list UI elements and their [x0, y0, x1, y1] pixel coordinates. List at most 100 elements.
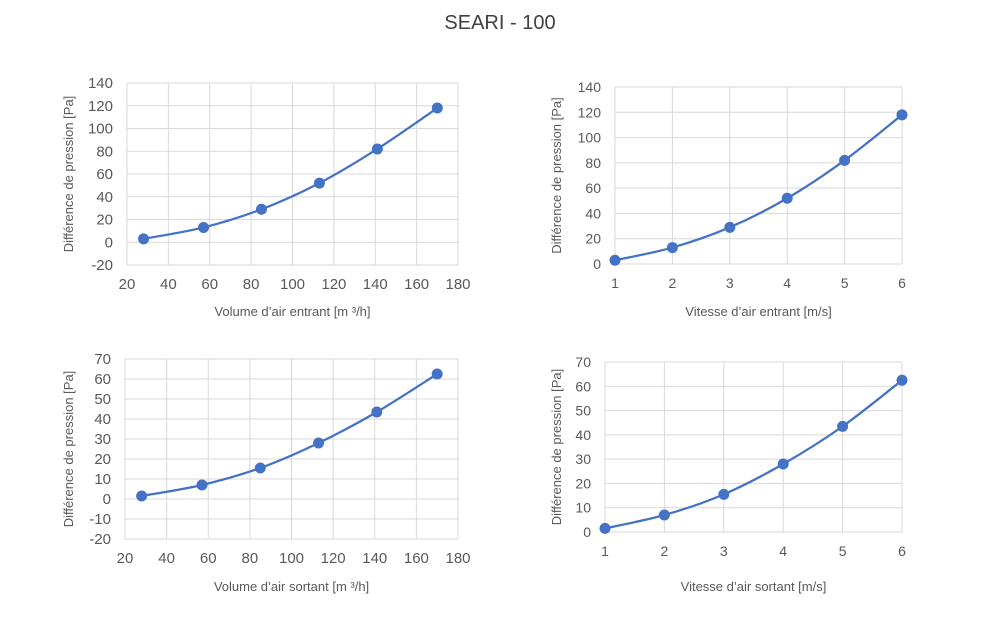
- x-tick-label: 180: [445, 276, 470, 293]
- x-axis-label: Vitesse d’air sortant [m/s]: [681, 579, 827, 594]
- y-tick-label: 0: [105, 234, 113, 251]
- x-tick-label: 60: [200, 550, 217, 567]
- data-point: [255, 203, 267, 215]
- x-tick-label: 1: [611, 275, 619, 291]
- x-axis-label: Volume d’air entrant [m ³/h]: [214, 304, 370, 319]
- y-tick-label: 50: [94, 391, 111, 408]
- data-point: [138, 233, 150, 245]
- x-tick-label: 160: [404, 276, 429, 293]
- data-point: [198, 221, 210, 233]
- data-point: [431, 368, 443, 380]
- data-point: [718, 488, 730, 500]
- y-tick-label: 80: [585, 155, 601, 171]
- y-tick-label: 50: [575, 403, 591, 419]
- x-tick-label: 140: [363, 276, 388, 293]
- y-tick-label: 60: [96, 166, 113, 183]
- x-tick-label: 20: [117, 550, 134, 567]
- x-tick-label: 5: [841, 275, 849, 291]
- x-tick-label: 120: [321, 550, 346, 567]
- y-axis-label: Différence de pression [Pa]: [61, 96, 76, 253]
- data-point: [136, 490, 148, 502]
- data-point: [599, 522, 611, 534]
- y-tick-label: 140: [88, 75, 113, 92]
- x-tick-label: 100: [279, 550, 304, 567]
- x-tick-label: 4: [779, 543, 787, 559]
- series-line: [141, 373, 438, 498]
- data-point: [896, 109, 908, 121]
- y-tick-label: 60: [94, 371, 111, 388]
- y-axis-label: Différence de pression [Pa]: [549, 97, 564, 254]
- y-tick-label: 40: [575, 427, 591, 443]
- x-tick-label: 180: [445, 550, 470, 567]
- x-tick-label: 120: [321, 276, 346, 293]
- data-point: [658, 509, 670, 521]
- y-tick-label: 40: [585, 205, 601, 221]
- data-point: [313, 177, 325, 189]
- y-tick-label: 20: [94, 451, 111, 468]
- x-tick-label: 6: [898, 543, 906, 559]
- y-axis-label: Différence de pression [Pa]: [549, 369, 564, 526]
- y-tick-label: 30: [94, 431, 111, 448]
- data-point: [313, 437, 325, 449]
- data-point: [371, 143, 383, 155]
- y-axis-label: Différence de pression [Pa]: [61, 371, 76, 528]
- y-tick-label: 120: [578, 104, 602, 120]
- x-tick-label: 1: [601, 543, 609, 559]
- data-point: [609, 254, 621, 266]
- y-tick-label: 120: [88, 98, 113, 115]
- chart-3: 20 40 60 80 100 120 140 160 180 -20 -10 0 10 20 30 40 50…: [61, 351, 471, 594]
- y-tick-label: 60: [575, 378, 591, 394]
- data-point: [777, 458, 789, 470]
- y-tick-label: -20: [91, 257, 113, 274]
- page-title: SEARI - 100: [444, 12, 556, 34]
- chart-1: 20 40 60 80 100 120 140 160 180 -20 0 20 40 60 80 100 12…: [61, 75, 471, 319]
- y-tick-label: 60: [585, 180, 601, 196]
- data-point: [431, 102, 443, 114]
- y-tick-label: 20: [575, 475, 591, 491]
- data-point: [896, 374, 908, 386]
- data-point: [666, 242, 678, 254]
- x-tick-label: 3: [726, 275, 734, 291]
- y-tick-label: 20: [585, 231, 601, 247]
- x-tick-label: 80: [242, 550, 259, 567]
- x-axis-label: Vitesse d’air entrant [m/s]: [685, 304, 831, 319]
- data-point: [837, 420, 849, 432]
- x-tick-label: 40: [158, 550, 175, 567]
- x-tick-label: 20: [119, 276, 136, 293]
- series-line: [604, 379, 903, 530]
- y-tick-label: -10: [89, 511, 111, 528]
- data-point: [196, 479, 208, 491]
- x-tick-label: 2: [669, 275, 677, 291]
- y-tick-label: 10: [94, 471, 111, 488]
- data-point: [254, 462, 266, 474]
- y-tick-label: 40: [94, 411, 111, 428]
- x-tick-label: 60: [201, 276, 218, 293]
- x-tick-label: 160: [404, 550, 429, 567]
- data-point: [371, 406, 383, 418]
- x-tick-label: 40: [160, 276, 177, 293]
- data-point: [839, 154, 851, 166]
- y-tick-label: 80: [96, 143, 113, 160]
- data-point: [781, 192, 793, 204]
- y-tick-label: 70: [94, 351, 111, 368]
- y-tick-label: 20: [96, 212, 113, 229]
- x-axis-label: Volume d’air sortant [m ³/h]: [214, 579, 369, 594]
- y-tick-label: 0: [103, 491, 111, 508]
- x-tick-label: 80: [243, 276, 260, 293]
- y-tick-label: 70: [575, 354, 591, 370]
- x-tick-label: 5: [839, 543, 847, 559]
- x-tick-label: 100: [280, 276, 305, 293]
- x-tick-label: 4: [783, 275, 791, 291]
- y-tick-label: 100: [88, 121, 113, 138]
- y-tick-label: 0: [583, 524, 591, 540]
- y-tick-label: 140: [578, 79, 602, 95]
- x-tick-label: 6: [898, 275, 906, 291]
- y-tick-label: -20: [89, 531, 111, 548]
- y-tick-label: 10: [575, 500, 591, 516]
- x-tick-label: 140: [362, 550, 387, 567]
- y-tick-label: 100: [578, 130, 602, 146]
- x-tick-label: 3: [720, 543, 728, 559]
